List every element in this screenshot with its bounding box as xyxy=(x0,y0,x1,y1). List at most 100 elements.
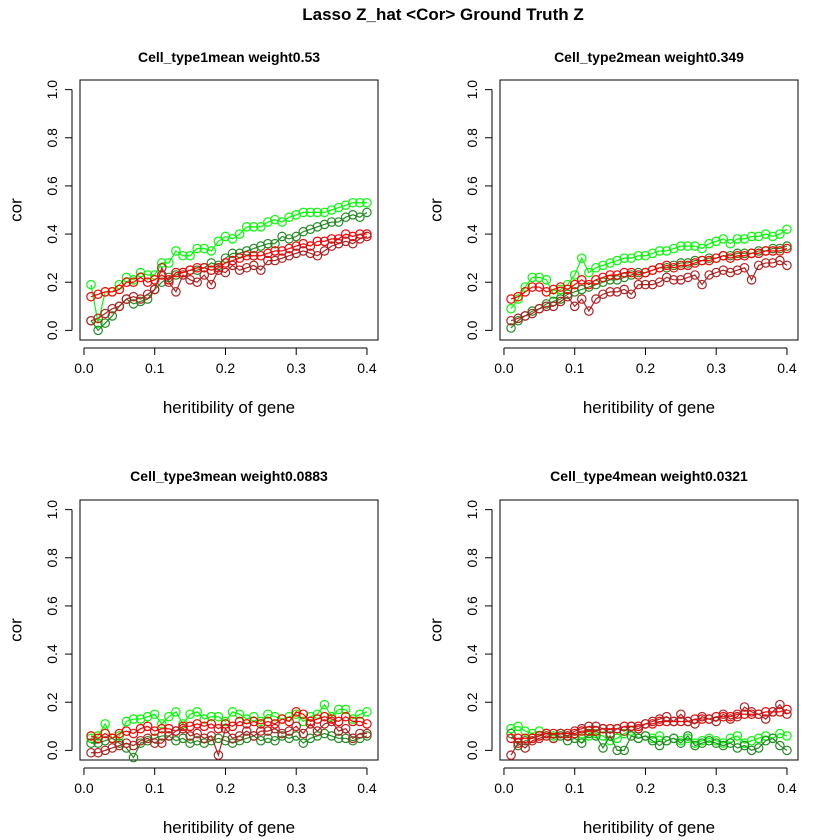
panel-2-series-4 xyxy=(506,255,792,326)
series-point xyxy=(86,291,96,302)
series-point xyxy=(739,740,750,751)
panel-1: Cell_type1mean weight0.53 0.0 0.1 0.2 0.3 0.4… xyxy=(7,49,379,417)
series-point xyxy=(633,733,644,744)
series-point xyxy=(725,738,736,748)
y-tick-label: 0.4 xyxy=(44,644,60,664)
y-tick-label: 1.0 xyxy=(44,500,60,520)
series-point xyxy=(93,733,103,744)
series-point xyxy=(598,289,608,300)
panel-4-title: Cell_type4mean weight0.0321 xyxy=(550,468,748,484)
series-point xyxy=(192,728,202,739)
series-point xyxy=(704,238,714,249)
series-point xyxy=(220,258,231,268)
series-point xyxy=(256,716,266,727)
series-point xyxy=(312,207,323,218)
series-point xyxy=(263,709,273,720)
series-point xyxy=(227,260,238,271)
series-point xyxy=(725,238,736,249)
series-point xyxy=(355,212,365,223)
series-point xyxy=(697,243,707,254)
panel-1-title: Cell_type1mean weight0.53 xyxy=(138,49,320,65)
series-point xyxy=(506,750,516,760)
series-point xyxy=(541,301,552,312)
y-tick-label: 0.4 xyxy=(464,644,480,664)
panel-1-series-4 xyxy=(86,231,372,326)
x-tick-label: 0.3 xyxy=(706,360,726,376)
series-point xyxy=(128,291,139,302)
series-point xyxy=(576,723,587,734)
series-point xyxy=(746,745,757,756)
series-point xyxy=(591,728,601,739)
series-point xyxy=(739,702,750,712)
series-point xyxy=(142,733,153,744)
series-point xyxy=(312,236,323,247)
series-point xyxy=(178,721,188,732)
series-point xyxy=(171,287,181,297)
series-point xyxy=(128,752,139,763)
series-point xyxy=(333,238,344,249)
series-point xyxy=(156,719,167,729)
series-point xyxy=(319,699,330,710)
series-point xyxy=(164,731,174,741)
series-point xyxy=(227,721,238,732)
series-point xyxy=(506,723,516,734)
series-point xyxy=(690,270,700,280)
series-point xyxy=(626,721,637,732)
series-point xyxy=(704,714,714,724)
series-point xyxy=(760,229,771,239)
series-point xyxy=(263,248,273,259)
y-tick-label: 0.0 xyxy=(44,320,60,340)
series-point xyxy=(199,270,210,280)
series-point xyxy=(248,731,259,741)
series-point xyxy=(227,733,238,744)
series-point xyxy=(256,719,266,729)
series-point xyxy=(362,207,372,218)
series-point xyxy=(100,745,110,756)
series-point xyxy=(732,265,743,275)
panel-3-series-4 xyxy=(86,716,372,760)
series-point xyxy=(312,222,323,232)
series-point xyxy=(241,222,252,232)
series-point xyxy=(220,716,231,727)
series-point xyxy=(576,284,587,295)
series-point xyxy=(598,743,608,753)
y-tick-label: 0.8 xyxy=(44,128,60,148)
series-point xyxy=(576,726,587,736)
series-point xyxy=(171,735,181,746)
series-point xyxy=(633,279,644,290)
series-point xyxy=(725,250,736,261)
series-point xyxy=(348,716,358,727)
series-point xyxy=(753,743,764,753)
series-point xyxy=(178,267,188,278)
series-point xyxy=(753,231,764,242)
panel-2-title: Cell_type2mean weight0.349 xyxy=(554,49,744,65)
series-point xyxy=(362,719,372,729)
series-point xyxy=(340,733,351,744)
series-point xyxy=(305,733,316,744)
series-point xyxy=(690,255,700,266)
series-point xyxy=(584,728,594,739)
series-point xyxy=(213,265,224,275)
y-tick-label: 0.0 xyxy=(44,740,60,760)
series-point xyxy=(711,738,722,748)
series-point xyxy=(775,255,785,266)
series-point xyxy=(277,728,287,739)
series-point xyxy=(775,707,785,717)
series-point xyxy=(114,738,125,748)
series-point xyxy=(690,719,700,729)
series-point xyxy=(340,236,351,247)
series-point xyxy=(135,272,146,283)
series-point xyxy=(305,207,316,218)
series-point xyxy=(640,267,651,278)
panel-4-x-axis-label: heritibility of gene xyxy=(583,818,715,837)
series-point xyxy=(333,202,344,213)
series-point xyxy=(739,709,750,720)
series-point xyxy=(704,735,714,746)
series-point xyxy=(753,248,764,259)
series-point xyxy=(541,299,552,309)
panel-3-x-axis-label: heritibility of gene xyxy=(163,818,295,837)
series-point xyxy=(782,745,792,756)
series-point xyxy=(661,262,672,273)
series-point xyxy=(513,291,523,302)
series-point xyxy=(555,284,566,295)
